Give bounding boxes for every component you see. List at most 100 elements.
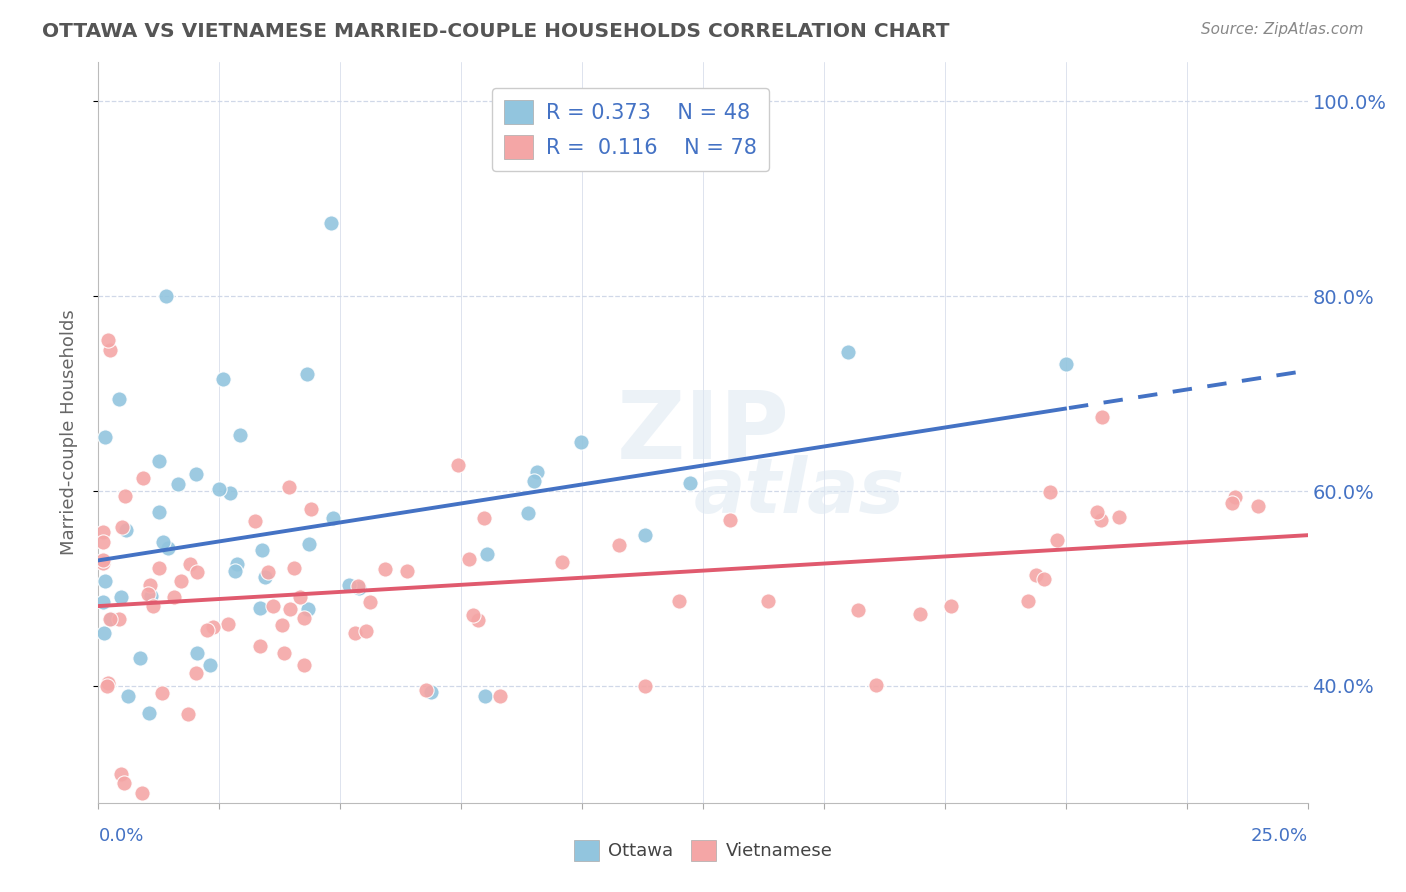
Point (447, 458, 470, 472)
Point (179, 557, 201, 571)
Point (359, 595, 381, 609)
Point (110, 766, 132, 780)
Text: ZIP: ZIP (617, 386, 789, 479)
Point (347, 579, 370, 593)
Point (1025, 568, 1047, 582)
Point (1039, 485, 1062, 500)
Point (292, 658, 315, 673)
Point (114, 523, 136, 537)
Point (229, 428, 252, 442)
Text: Source: ZipAtlas.com: Source: ZipAtlas.com (1201, 22, 1364, 37)
Point (297, 601, 319, 615)
Point (98, 343, 121, 357)
Point (718, 513, 741, 527)
Point (349, 581, 371, 595)
Text: 25.0%: 25.0% (1250, 827, 1308, 845)
Point (200, 658, 222, 673)
Point (668, 594, 690, 608)
Point (150, 686, 173, 700)
Point (756, 594, 779, 608)
Point (112, 776, 135, 790)
Point (142, 599, 165, 613)
Point (526, 465, 548, 479)
Point (186, 646, 208, 660)
Point (91, 525, 114, 540)
Point (1033, 572, 1056, 586)
Point (354, 624, 377, 639)
Point (94, 574, 117, 589)
Point (131, 786, 153, 800)
Point (186, 666, 208, 681)
Point (148, 561, 170, 575)
Point (634, 527, 657, 541)
Point (108, 392, 131, 406)
Point (679, 476, 702, 491)
Point (846, 603, 869, 617)
Point (155, 289, 177, 303)
Point (1054, 357, 1077, 371)
Point (277, 480, 299, 494)
Point (271, 617, 294, 632)
Point (607, 538, 630, 552)
Point (257, 565, 280, 579)
Point (837, 344, 859, 359)
Point (1085, 505, 1108, 519)
Point (1017, 594, 1039, 608)
Point (344, 626, 367, 640)
Point (472, 511, 495, 525)
Point (249, 639, 271, 653)
Point (114, 489, 136, 503)
Point (208, 483, 231, 497)
Point (634, 679, 657, 693)
Point (1108, 510, 1130, 524)
Point (94, 430, 117, 444)
Point (489, 689, 512, 703)
Point (167, 476, 190, 491)
Point (252, 542, 274, 557)
Point (225, 557, 247, 571)
Point (283, 561, 305, 575)
Point (297, 367, 319, 381)
Point (148, 505, 170, 519)
Point (467, 613, 489, 627)
Point (1046, 533, 1069, 547)
Point (517, 507, 540, 521)
Point (321, 216, 343, 230)
Point (177, 706, 200, 721)
Point (96, 679, 118, 693)
Point (339, 578, 361, 592)
Point (475, 547, 498, 561)
Point (419, 684, 441, 698)
Text: OTTAWA VS VIETNAMESE MARRIED-COUPLE HOUSEHOLDS CORRELATION CHART: OTTAWA VS VIETNAMESE MARRIED-COUPLE HOUS… (42, 22, 949, 41)
Point (1090, 513, 1112, 527)
Point (148, 454, 170, 468)
Point (523, 474, 546, 488)
Point (415, 683, 437, 698)
Point (280, 602, 302, 616)
Point (219, 486, 242, 500)
Point (129, 651, 152, 665)
Point (1247, 500, 1270, 514)
Point (186, 566, 208, 580)
Legend: Ottawa, Vietnamese: Ottawa, Vietnamese (567, 832, 839, 868)
Point (139, 578, 162, 592)
Point (186, 467, 208, 482)
Point (1220, 496, 1243, 510)
Y-axis label: Married-couple Households: Married-couple Households (59, 310, 77, 556)
Point (156, 541, 179, 556)
Point (139, 589, 162, 603)
Point (262, 599, 284, 613)
Point (395, 564, 418, 578)
Point (97, 676, 120, 690)
Point (91, 552, 114, 566)
Point (100, 612, 122, 626)
Point (152, 534, 174, 549)
Point (288, 590, 311, 604)
Point (254, 569, 277, 583)
Point (117, 689, 139, 703)
Point (865, 678, 887, 692)
Point (322, 511, 344, 525)
Point (474, 689, 496, 703)
Point (97, 333, 120, 347)
Point (569, 435, 592, 450)
